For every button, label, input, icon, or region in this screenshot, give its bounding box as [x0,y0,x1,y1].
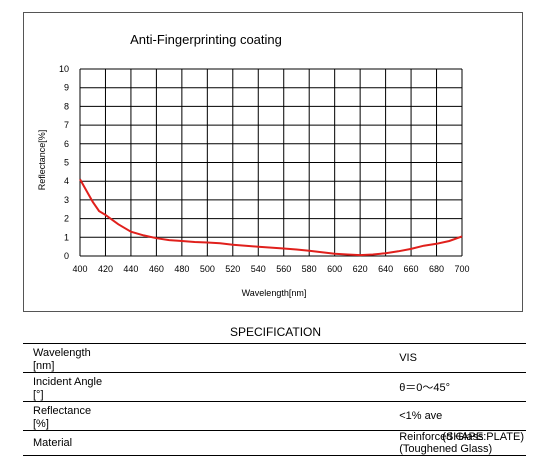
x-tick-label: 480 [174,264,189,274]
x-tick-label: 520 [225,264,240,274]
spec-row-reflectance: Reflectance [%] <1% ave [23,401,526,431]
x-tick-label: 460 [149,264,164,274]
y-tick-label: 9 [64,83,69,93]
x-tick-label: 500 [200,264,215,274]
y-tick-label: 3 [64,195,69,205]
y-axis-label: Reflectance[%] [37,130,47,191]
x-tick-label: 620 [353,264,368,274]
x-tick-labels: 400 420 440 460 480 500 520 540 560 580 600 620 640 6… [72,264,469,274]
x-tick-label: 420 [98,264,113,274]
x-tick-label: 400 [72,264,87,274]
reflectance-series-line [79,178,463,257]
shape-note: (SHAPE:PLATE) [442,431,524,443]
spec-value: VIS [114,343,526,373]
spec-label: Incident Angle [°] [23,372,115,402]
x-tick-label: 660 [404,264,419,274]
x-tick-label: 640 [378,264,393,274]
x-tick-label: 540 [251,264,266,274]
x-tick-label: 680 [429,264,444,274]
y-tick-label: 2 [64,214,69,224]
chart-frame: Anti-Fingerprinting coating 400 420 440 460… [23,12,523,312]
y-tick-label: 10 [59,64,69,74]
x-tick-label: 440 [123,264,138,274]
spec-table: Wavelength [nm] VIS Incident Angle [°] θ… [23,343,526,456]
y-tick-labels: 0 1 2 3 4 5 6 7 8 9 10 [59,64,69,261]
spec-label: Material [23,430,115,456]
y-tick-label: 6 [64,139,69,149]
x-tick-label: 700 [454,264,469,274]
x-tick-label: 580 [302,264,317,274]
y-tick-label: 5 [64,158,69,168]
chart: Anti-Fingerprinting coating 400 420 440 460… [37,32,470,298]
spec-row-incident-angle: Incident Angle [°] θ＝0～45° [23,372,526,402]
y-tick-label: 1 [64,232,69,242]
x-axis-label: Wavelength[nm] [242,288,307,298]
y-tick-label: 4 [64,176,69,186]
spec-row-wavelength: Wavelength [nm] VIS [23,343,526,373]
y-tick-label: 8 [64,101,69,111]
spec-value: <1% ave [114,401,526,431]
x-tick-label: 560 [276,264,291,274]
spec-value: θ＝0～45° [114,372,526,402]
chart-title: Anti-Fingerprinting coating [130,32,282,47]
y-tick-label: 7 [64,120,69,130]
spec-label: Reflectance [%] [23,401,115,431]
spec-row-material: Material Reinforced Glass (Toughened Gla… [23,430,526,456]
spec-value: Reinforced Glass (Toughened Glass) [114,430,526,456]
grid [79,68,463,257]
spec-title: SPECIFICATION [229,325,322,339]
spec-label: Wavelength [nm] [23,343,115,373]
x-tick-label: 600 [327,264,342,274]
y-tick-label: 0 [64,251,69,261]
